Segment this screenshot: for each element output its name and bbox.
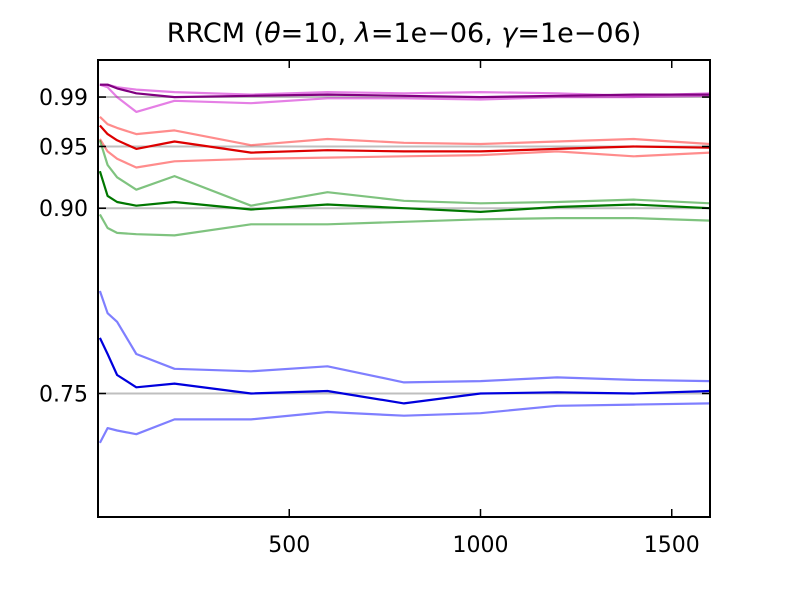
y-tick-label: 0.95	[39, 135, 88, 160]
series-line-red-bound	[99, 116, 711, 147]
plot-frame	[97, 59, 711, 518]
x-tick-label: 1500	[644, 533, 700, 558]
series-line-red-bound	[98, 138, 711, 169]
series-line-purple-bound	[99, 83, 711, 114]
series-line-purple-main	[99, 83, 710, 99]
series-layer	[98, 83, 711, 444]
series-line-green-bound	[98, 213, 711, 237]
x-tick-label: 500	[268, 533, 310, 558]
series-line-blue-bound	[98, 402, 711, 444]
series-line-red-main	[99, 124, 711, 154]
lambda-symbol: λ	[353, 18, 371, 49]
series-line-green-main	[98, 170, 711, 213]
gamma-value: =1e−06	[517, 18, 630, 49]
lambda-value: =1e−06,	[371, 18, 502, 49]
series-line-blue-main	[98, 337, 711, 405]
series-line-blue-bound	[98, 290, 711, 384]
chart-title-open: (	[254, 18, 265, 49]
series-line-green-bound	[98, 139, 711, 207]
x-tick-label: 1000	[453, 533, 509, 558]
y-tick-label: 0.99	[39, 86, 88, 111]
chart-title: RRCM (θ=10, λ=1e−06, γ=1e−06)	[167, 18, 642, 49]
gamma-symbol: γ	[501, 18, 519, 49]
chart-title-main: RRCM	[167, 18, 254, 49]
y-tick-label: 0.75	[39, 382, 88, 407]
theta-value: =10,	[281, 18, 355, 49]
theta-symbol: θ	[264, 18, 281, 49]
y-tick-label: 0.90	[39, 197, 88, 222]
chart-title-close: )	[631, 18, 642, 49]
reference-lines	[98, 96, 710, 395]
ticks-layer: 500 1000 1500 0.75 0.90 0.95 0.99	[39, 60, 710, 558]
